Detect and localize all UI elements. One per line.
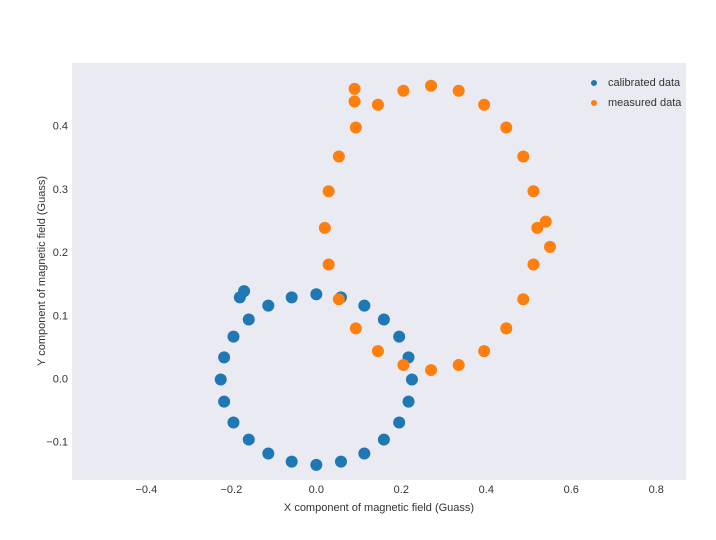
point (322, 185, 335, 198)
point (500, 121, 513, 134)
x-tick-label: −0.4 (136, 484, 158, 496)
x-tick-label: 0.6 (564, 484, 579, 496)
point (517, 150, 530, 163)
point (322, 258, 335, 271)
x-tick-label: 0.2 (394, 484, 409, 496)
point (318, 221, 331, 234)
point (332, 150, 345, 163)
point (262, 447, 275, 460)
point (393, 330, 406, 343)
point (517, 293, 530, 306)
point (531, 221, 544, 234)
legend-label: measured data (608, 97, 682, 109)
point (377, 433, 390, 446)
point (397, 359, 410, 372)
point (544, 240, 557, 253)
point (334, 455, 347, 468)
point (527, 185, 540, 198)
point (218, 395, 231, 408)
legend-label: calibrated data (608, 77, 681, 89)
point (348, 95, 361, 108)
point (227, 330, 240, 343)
point (425, 364, 438, 377)
point (310, 288, 323, 301)
point (358, 447, 371, 460)
point (214, 373, 227, 386)
x-tick-label: 0.0 (309, 484, 324, 496)
point (285, 455, 298, 468)
point (349, 121, 362, 134)
point (348, 82, 361, 95)
point (285, 291, 298, 304)
point (478, 98, 491, 111)
point (402, 395, 415, 408)
point (371, 345, 384, 358)
point (332, 293, 345, 306)
point (242, 433, 255, 446)
y-axis-label: Y component of magnetic field (Guass) (36, 176, 48, 366)
y-tick-label: 0.1 (53, 310, 68, 322)
x-axis-label: X component of magnetic field (Guass) (284, 502, 474, 514)
legend-marker (591, 80, 597, 86)
plot-area (72, 63, 686, 480)
point (238, 285, 251, 298)
legend-marker (591, 100, 597, 106)
x-tick-label: 0.8 (649, 484, 664, 496)
point (539, 215, 552, 228)
point (310, 458, 323, 471)
y-tick-label: 0.4 (53, 121, 68, 133)
point (478, 345, 491, 358)
point (377, 313, 390, 326)
point (349, 322, 362, 335)
point (452, 359, 465, 372)
point (397, 84, 410, 97)
point (452, 84, 465, 97)
x-tick-label: 0.4 (479, 484, 494, 496)
point (358, 299, 371, 312)
point (405, 373, 418, 386)
point (262, 299, 275, 312)
x-tick-label: −0.2 (220, 484, 242, 496)
point (500, 322, 513, 335)
point (218, 351, 231, 364)
point (242, 313, 255, 326)
y-tick-label: 0.2 (53, 247, 68, 259)
y-tick-label: −0.1 (46, 437, 68, 449)
point (393, 416, 406, 429)
point (371, 98, 384, 111)
y-tick-label: 0.3 (53, 184, 68, 196)
point (527, 258, 540, 271)
y-tick-label: 0.0 (53, 373, 68, 385)
point (425, 79, 438, 92)
point (227, 416, 240, 429)
